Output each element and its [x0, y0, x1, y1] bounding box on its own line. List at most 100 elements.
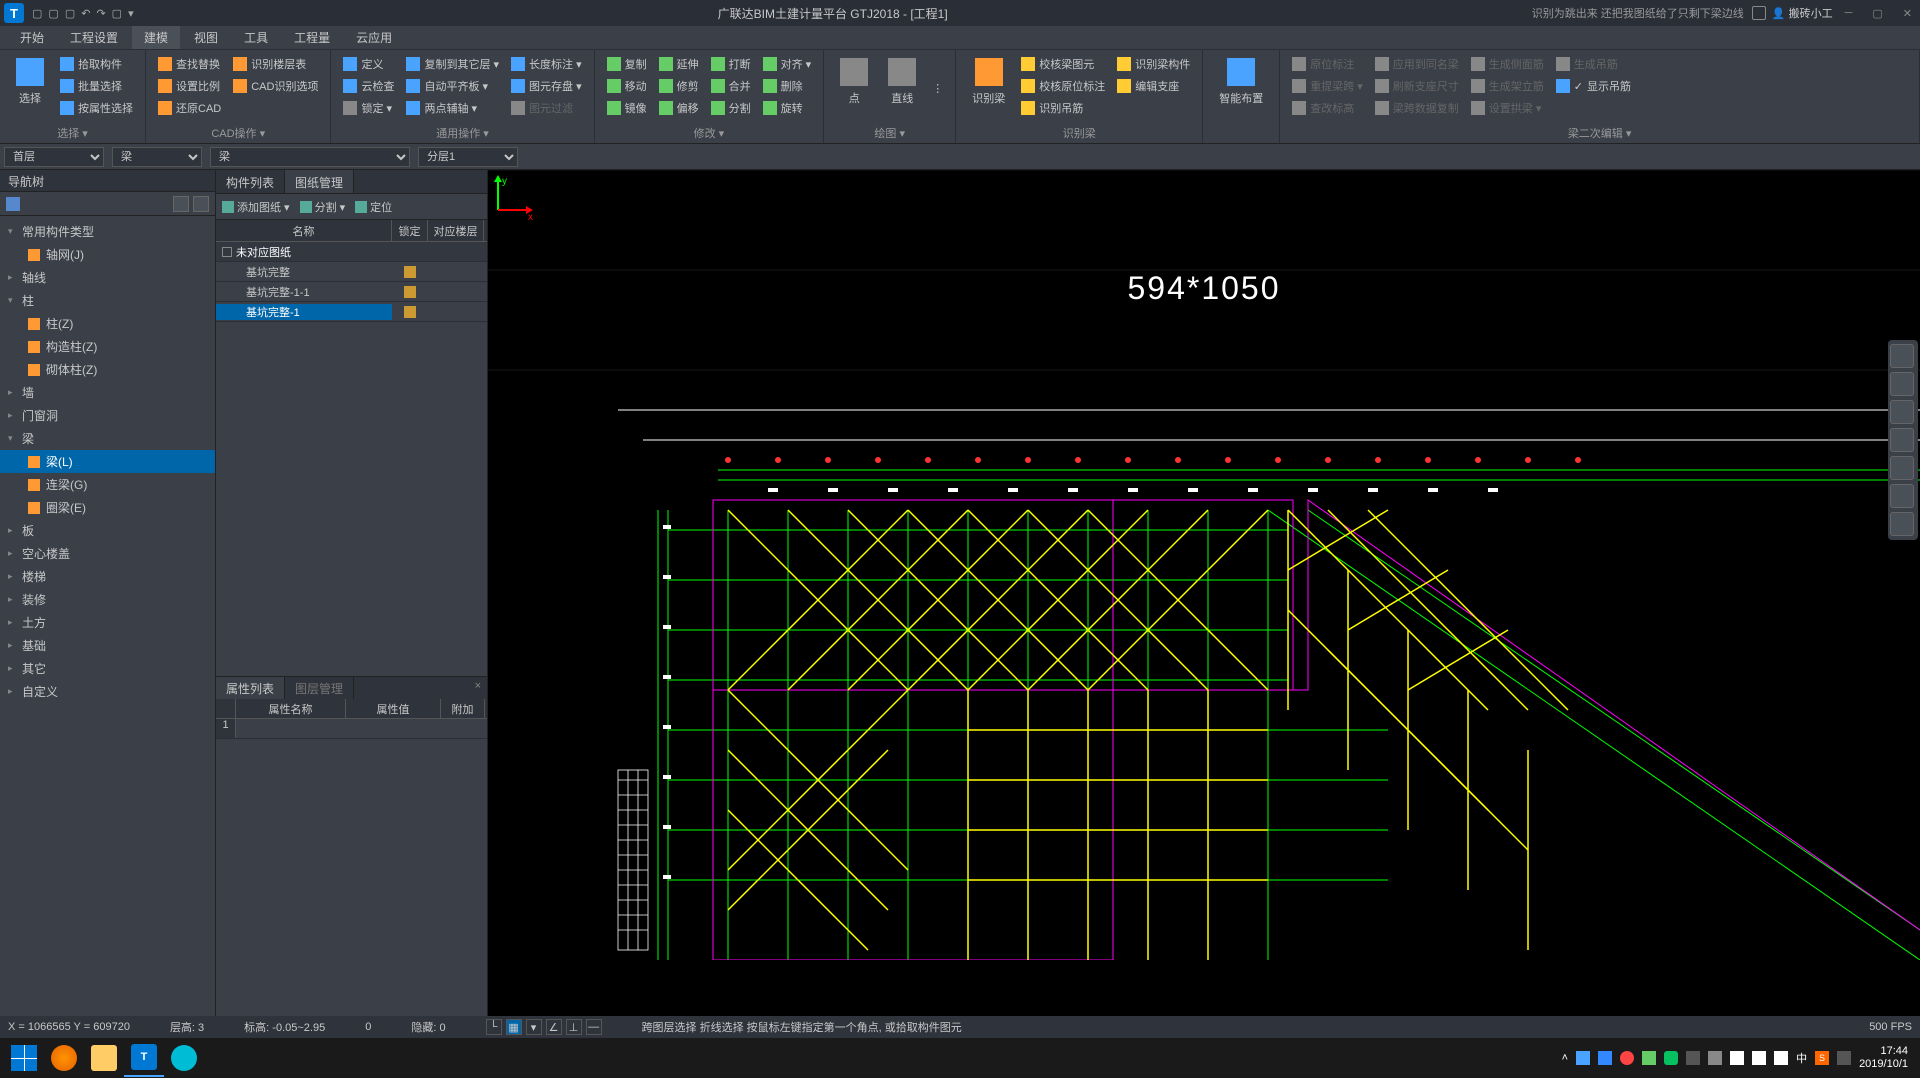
nav-item[interactable]: ▾常用构件类型	[0, 220, 215, 243]
qat-open-icon[interactable]: ▢	[48, 7, 58, 20]
drawing-canvas[interactable]: 594*1050	[488, 170, 1920, 1016]
layer-select[interactable]: 分层1	[418, 147, 518, 167]
tab-project-settings[interactable]: 工程设置	[58, 26, 130, 49]
break-button[interactable]: 打断	[707, 54, 755, 74]
snap-icon-2[interactable]: ▦	[506, 1019, 522, 1035]
nav-item[interactable]: ▸楼梯	[0, 565, 215, 588]
mirror-button[interactable]: 镜像	[603, 98, 651, 118]
nav-item[interactable]: ▸基础	[0, 634, 215, 657]
tray-up-icon[interactable]: ˄	[1562, 1052, 1568, 1064]
view-tool-1[interactable]	[1890, 344, 1914, 368]
minimize-button[interactable]: ─	[1841, 7, 1857, 20]
tray-ime[interactable]: 中	[1796, 1050, 1807, 1066]
taskbar-app2[interactable]	[164, 1039, 204, 1077]
nav-item[interactable]: 柱(Z)	[0, 312, 215, 335]
qat-save-icon[interactable]: ▢	[65, 7, 75, 20]
cloud-check-button[interactable]: 云检查	[339, 76, 398, 96]
tray-wifi-icon[interactable]	[1752, 1051, 1766, 1065]
nav-item[interactable]: ▸其它	[0, 657, 215, 680]
prop-row[interactable]: 1	[216, 719, 487, 739]
view-tool-4[interactable]	[1890, 428, 1914, 452]
nav-item[interactable]: ▾梁	[0, 427, 215, 450]
nav-item[interactable]: 构造柱(Z)	[0, 335, 215, 358]
nav-item[interactable]: ▸门窗洞	[0, 404, 215, 427]
nav-item[interactable]: ▾柱	[0, 289, 215, 312]
identify-floor-table-button[interactable]: 识别楼层表	[229, 54, 322, 74]
select-by-property-button[interactable]: 按属性选择	[56, 98, 137, 118]
tray-icon-4[interactable]	[1642, 1051, 1656, 1065]
search-icon[interactable]	[1752, 6, 1766, 20]
nav-item[interactable]: ▸空心楼盖	[0, 542, 215, 565]
align-button[interactable]: 对齐 ▾	[759, 54, 816, 74]
tray-icon-6[interactable]	[1686, 1051, 1700, 1065]
view-tool-2[interactable]	[1890, 372, 1914, 396]
tab-quantity[interactable]: 工程量	[282, 26, 342, 49]
view-tool-5[interactable]	[1890, 456, 1914, 480]
view-tool-7[interactable]	[1890, 512, 1914, 536]
cad-identify-options-button[interactable]: CAD识别选项	[229, 76, 322, 96]
nav-item[interactable]: 砌体柱(Z)	[0, 358, 215, 381]
restore-cad-button[interactable]: 还原CAD	[154, 98, 225, 118]
qat-undo-icon[interactable]: ↶	[81, 7, 90, 20]
snap-icon-5[interactable]: ⊥	[566, 1019, 582, 1035]
check-position-mark-button[interactable]: 校核原位标注	[1017, 76, 1109, 96]
tab-drawing-manage[interactable]: 图纸管理	[285, 170, 354, 193]
copy-to-floor-button[interactable]: 复制到其它层 ▾	[402, 54, 503, 74]
add-drawing-button[interactable]: 添加图纸 ▾	[222, 199, 290, 215]
select-button[interactable]: 选择	[8, 54, 52, 123]
tab-layer-manage[interactable]: 图层管理	[285, 677, 354, 699]
gen-frame-rebar-button[interactable]: 生成架立筋	[1467, 76, 1548, 96]
start-button[interactable]	[4, 1039, 44, 1077]
drawing-row[interactable]: 基坑完整-1	[216, 302, 487, 322]
drawing-row[interactable]: 未对应图纸	[216, 242, 487, 262]
point-button[interactable]: 点	[832, 54, 876, 123]
close-button[interactable]: ✕	[1899, 7, 1916, 20]
nav-item[interactable]: 梁(L)	[0, 450, 215, 473]
taskbar-clock[interactable]: 17:44 2019/10/1	[1859, 1045, 1908, 1071]
refresh-support-button[interactable]: 刷新支座尺寸	[1371, 76, 1463, 96]
tray-wechat-icon[interactable]	[1664, 1051, 1678, 1065]
nav-item[interactable]: 轴网(J)	[0, 243, 215, 266]
nav-view-list-icon[interactable]	[173, 196, 189, 212]
qat-new-icon[interactable]: ▢	[32, 7, 42, 20]
tray-bluetooth-icon[interactable]	[1598, 1051, 1612, 1065]
gen-side-rebar-button[interactable]: 生成侧面筋	[1467, 54, 1548, 74]
snap-icon-3[interactable]: ▾	[526, 1019, 542, 1035]
merge-button[interactable]: 合并	[707, 76, 755, 96]
nav-item[interactable]: 圈梁(E)	[0, 496, 215, 519]
recognize-beam-button[interactable]: 识别梁	[964, 54, 1013, 123]
smart-layout-button[interactable]: 智能布置	[1211, 54, 1271, 139]
tab-component-list[interactable]: 构件列表	[216, 170, 285, 193]
nav-item[interactable]: ▸自定义	[0, 680, 215, 703]
set-scale-button[interactable]: 设置比例	[154, 76, 225, 96]
element-filter-button[interactable]: 图元过滤	[507, 98, 586, 118]
rotate-button[interactable]: 旋转	[759, 98, 816, 118]
copy-button[interactable]: 复制	[603, 54, 651, 74]
tab-property-list[interactable]: 属性列表	[216, 677, 285, 699]
nav-item[interactable]: 连梁(G)	[0, 473, 215, 496]
snap-icon-1[interactable]: └	[486, 1019, 502, 1035]
tray-icon-3[interactable]	[1620, 1051, 1634, 1065]
draw-more-icon[interactable]: ⋮	[928, 80, 947, 97]
tray-notification-icon[interactable]	[1837, 1051, 1851, 1065]
split-button[interactable]: 分割	[707, 98, 755, 118]
lock-button[interactable]: 锁定 ▾	[339, 98, 398, 118]
drawing-row[interactable]: 基坑完整-1-1	[216, 282, 487, 302]
floor-select[interactable]: 首层	[4, 147, 104, 167]
qat-redo-icon[interactable]: ↷	[96, 7, 105, 20]
two-point-axis-button[interactable]: 两点辅轴 ▾	[402, 98, 503, 118]
find-replace-button[interactable]: 查找替换	[154, 54, 225, 74]
type-select[interactable]: 梁	[210, 147, 410, 167]
set-arch-beam-button[interactable]: 设置拱梁 ▾	[1467, 98, 1548, 118]
nav-item[interactable]: ▸装修	[0, 588, 215, 611]
auto-align-slab-button[interactable]: 自动平齐板 ▾	[402, 76, 503, 96]
nav-filter-icon[interactable]	[6, 197, 20, 211]
pick-component-button[interactable]: 拾取构件	[56, 54, 137, 74]
drawing-row[interactable]: 基坑完整	[216, 262, 487, 282]
taskbar-app[interactable]: T	[124, 1039, 164, 1077]
recognize-stirrup-button[interactable]: 识别吊筋	[1017, 98, 1109, 118]
nav-item[interactable]: ▸墙	[0, 381, 215, 404]
gen-stirrup-button[interactable]: 生成吊筋	[1552, 54, 1635, 74]
position-mark-button[interactable]: 原位标注	[1288, 54, 1367, 74]
tab-view[interactable]: 视图	[182, 26, 230, 49]
